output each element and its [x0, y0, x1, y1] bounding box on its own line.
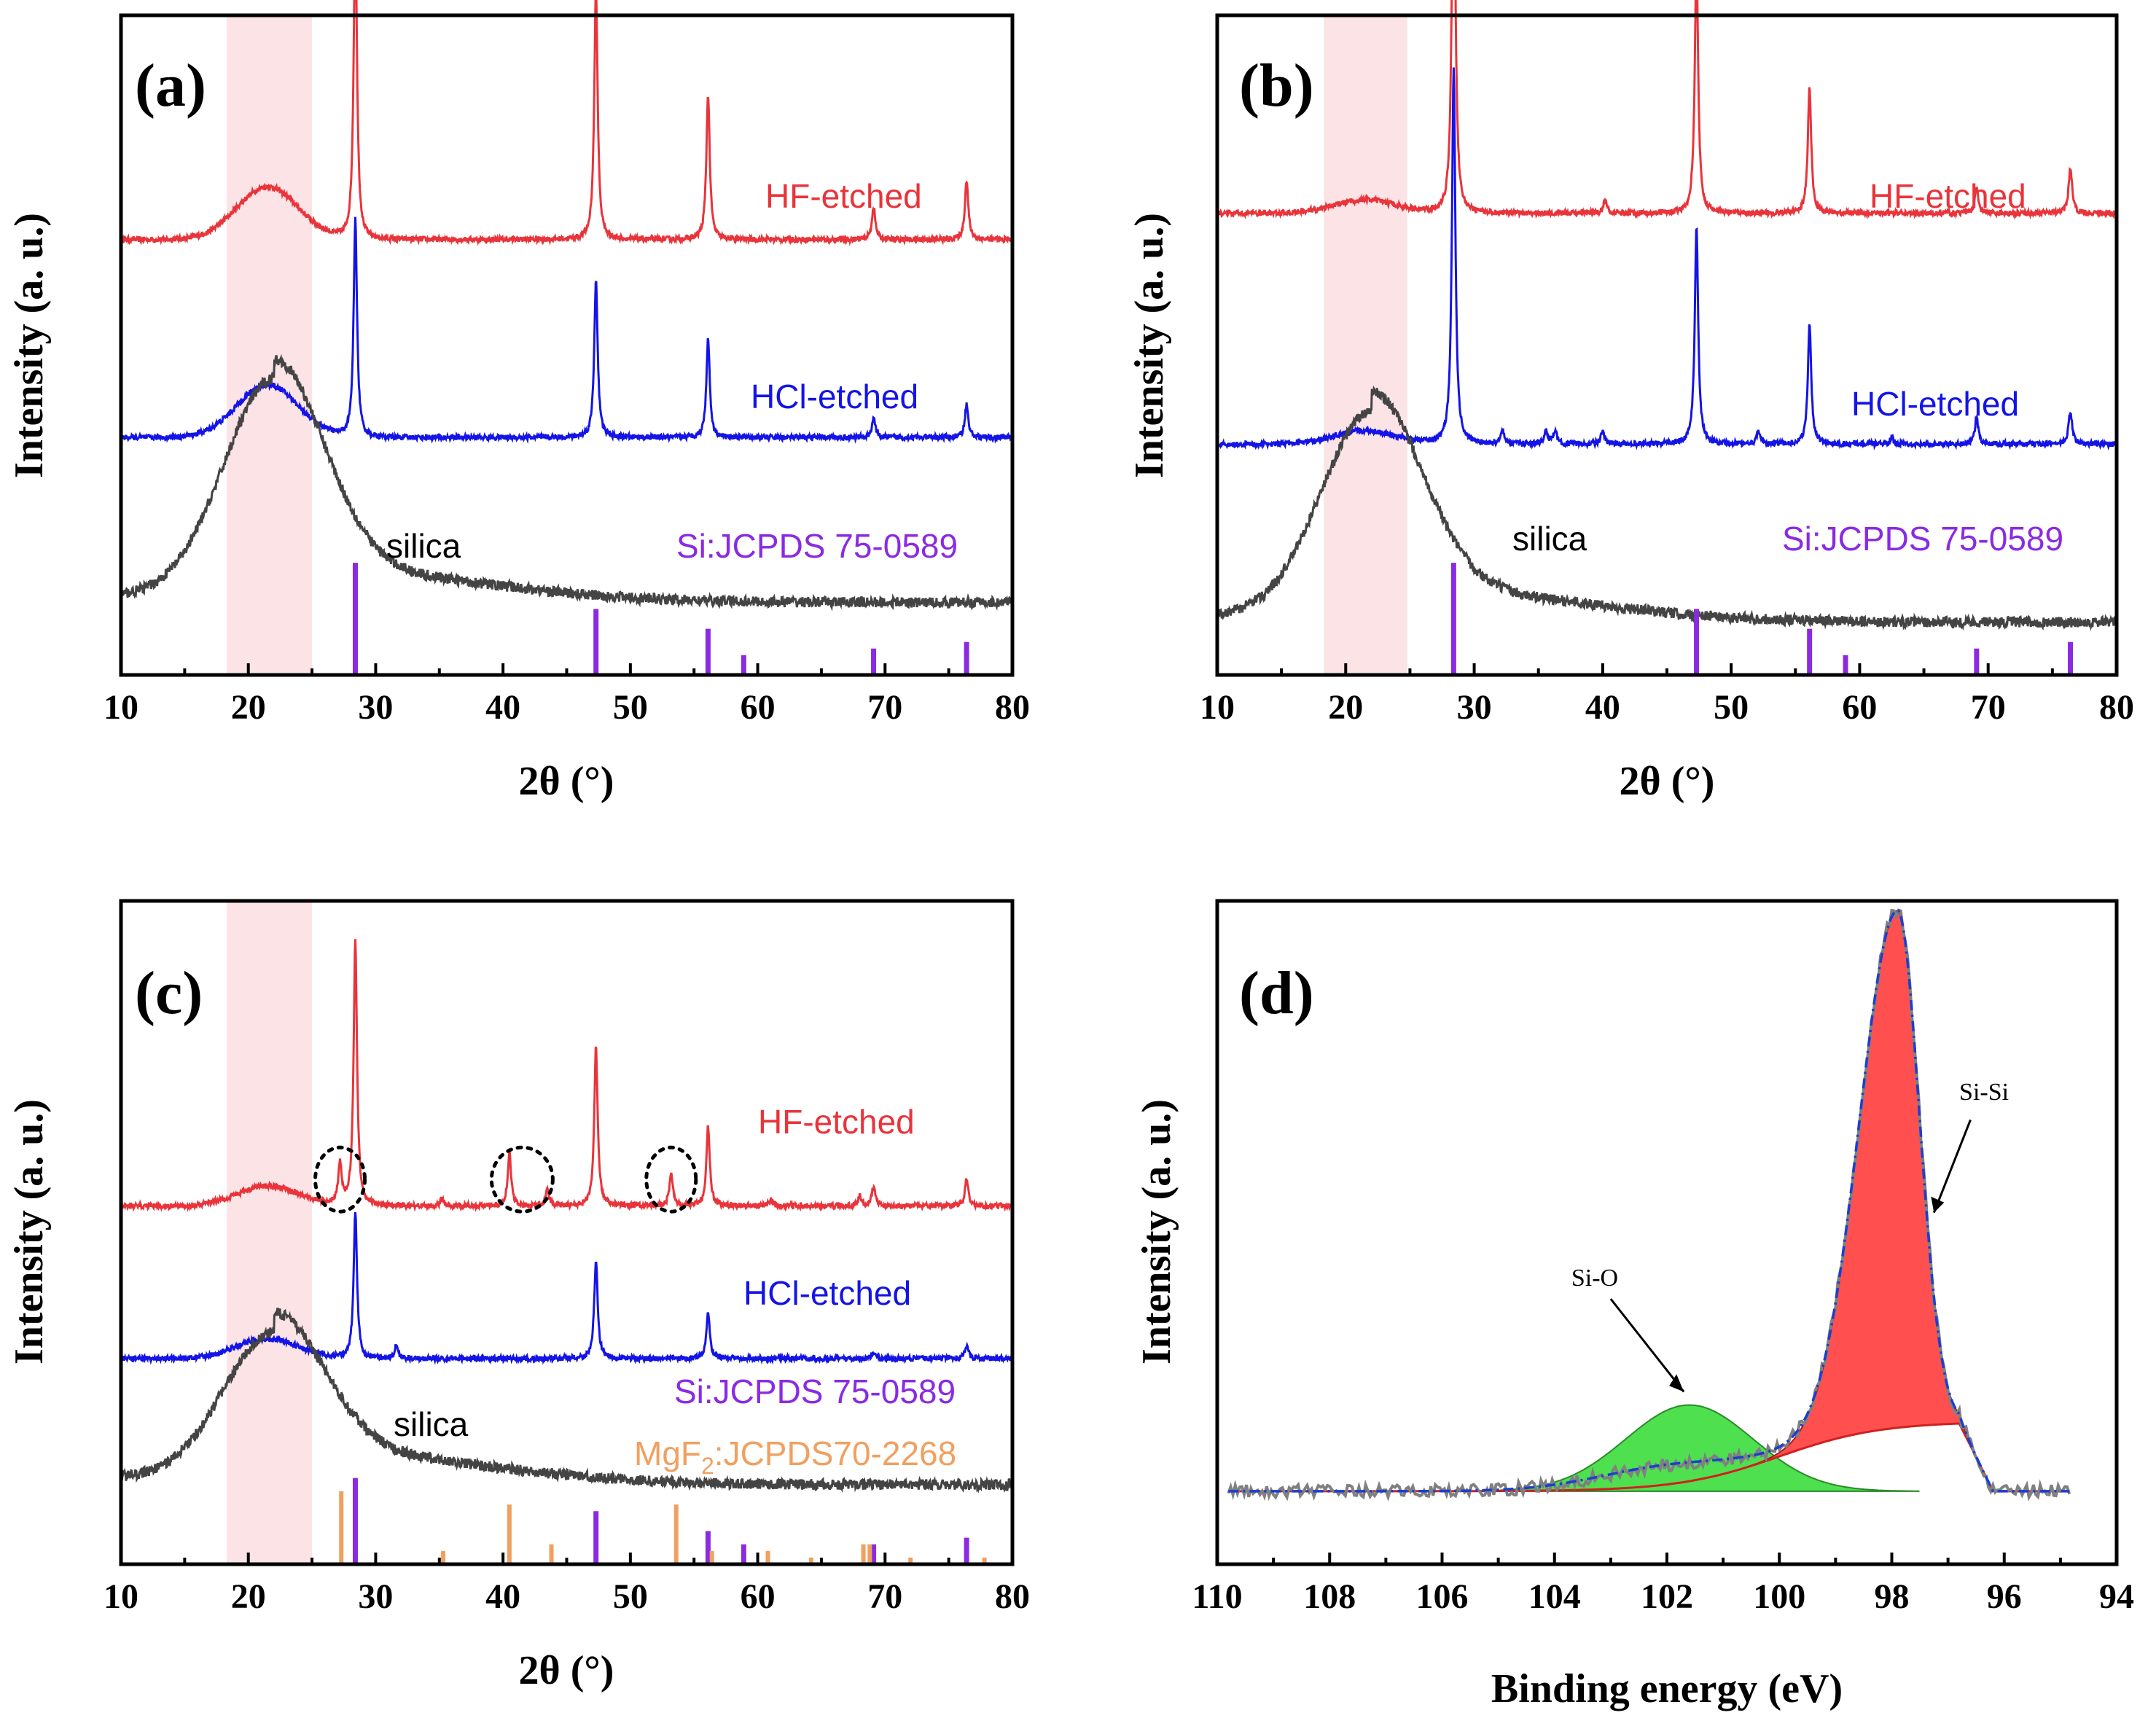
- panel-label: (b): [1239, 52, 1314, 120]
- y-axis-title: Intensity (a. u.): [7, 213, 52, 478]
- si-si-arrowhead: [1931, 1196, 1945, 1213]
- series-line-silica: [120, 1307, 1013, 1494]
- series-label: HCl-etched: [1851, 385, 2019, 423]
- si-si-arrow: [1932, 1119, 1972, 1214]
- x-tick-label: 40: [485, 1577, 520, 1616]
- series-line-HCl-etched: [1216, 67, 2117, 451]
- x-tick-label: 80: [995, 688, 1030, 727]
- mgf2-name: MgF: [634, 1434, 701, 1472]
- series-label: HF-etched: [758, 1103, 915, 1141]
- x-tick-label: 80: [2099, 688, 2134, 727]
- panel-d: 110 108 106 104 102 100 98 96 94 Binding energy (…: [1134, 899, 2134, 1711]
- panel-label: (c): [135, 959, 203, 1027]
- x-tick-label: 60: [1842, 688, 1877, 727]
- si-o-arrow: [1609, 1298, 1685, 1393]
- si-o-component: [1441, 1404, 1920, 1492]
- x-tick-label: 70: [867, 1577, 902, 1616]
- x-tick-label: 94: [2099, 1577, 2134, 1616]
- x-tick-label: 20: [231, 1577, 266, 1616]
- highlight-band: [227, 15, 313, 675]
- x-tick-label: 70: [1971, 688, 2006, 727]
- x-tick-label: 50: [1714, 688, 1749, 727]
- series-label: silica: [394, 1405, 469, 1443]
- x-axis-title: 2θ (°): [519, 1648, 614, 1693]
- x-tick-label: 30: [358, 688, 393, 727]
- x-tick-label: 70: [867, 688, 902, 727]
- series-line-HCl-etched: [120, 1211, 1013, 1365]
- x-tick-label: 30: [358, 1577, 393, 1616]
- mgf2-ref-label: MgF2:JCPDS70-2268: [634, 1434, 956, 1479]
- si-ref-label: Si:JCPDS 75-0589: [674, 1373, 956, 1410]
- series-label: HF-etched: [1870, 177, 2026, 215]
- highlight-band: [227, 901, 313, 1564]
- x-tick-label: 108: [1303, 1577, 1356, 1616]
- y-axis-title: Intensity (a. u.): [1127, 213, 1172, 478]
- series-line-HF-etched: [1216, 0, 2117, 220]
- panel-label: (d): [1239, 959, 1314, 1027]
- si-ref-label: Si:JCPDS 75-0589: [676, 527, 958, 565]
- si-si-component: [1610, 910, 1988, 1490]
- x-tick-label: 20: [231, 688, 266, 727]
- si-o-arrowhead: [1669, 1374, 1684, 1392]
- highlight-band: [1324, 15, 1407, 675]
- series-label: silica: [386, 527, 461, 565]
- x-tick-label: 110: [1192, 1577, 1242, 1616]
- x-tick-label: 10: [103, 688, 138, 727]
- x-tick-label: 96: [1987, 1577, 2022, 1616]
- x-tick-label: 102: [1641, 1577, 1693, 1616]
- series-label: HF-etched: [765, 177, 922, 215]
- plot-frame: [1215, 899, 2119, 1566]
- x-tick-label: 60: [741, 688, 776, 727]
- dotted-ellipse-annotation: [313, 1145, 367, 1214]
- x-tick-label: 50: [613, 688, 648, 727]
- y-axis-title: Intensity (a. u.): [7, 1099, 52, 1364]
- x-axis-title: 2θ (°): [519, 759, 614, 804]
- plot-frame: [119, 13, 1015, 677]
- dotted-ellipse-annotation: [644, 1145, 698, 1214]
- x-tick-label: 106: [1416, 1577, 1469, 1616]
- x-tick-label: 40: [1585, 688, 1620, 727]
- x-tick-label: 98: [1875, 1577, 1910, 1616]
- panel-label: (a): [135, 52, 206, 120]
- series-line-HCl-etched: [120, 216, 1013, 445]
- series-label: silica: [1512, 520, 1587, 558]
- x-axis-title: Binding energy (eV): [1491, 1666, 1843, 1711]
- series-label: HCl-etched: [743, 1274, 911, 1312]
- x-tick-label: 10: [103, 1577, 138, 1616]
- plot-frame: [1215, 13, 2119, 677]
- series-label: HCl-etched: [751, 378, 918, 415]
- x-axis-title: 2θ (°): [1620, 759, 1715, 804]
- x-tick-label: 40: [485, 688, 520, 727]
- mgf2-subscript: 2: [701, 1453, 714, 1479]
- mgf2-rest: :JCPDS70-2268: [714, 1434, 956, 1472]
- x-tick-label: 104: [1528, 1577, 1581, 1616]
- si-ref-label: Si:JCPDS 75-0589: [1782, 520, 2063, 558]
- y-axis-title: Intensity (a. u.): [1134, 1099, 1179, 1364]
- series-line-silica: [1216, 385, 2117, 631]
- plot-frame: [119, 899, 1015, 1566]
- x-tick-label: 80: [995, 1577, 1030, 1616]
- x-tick-label: 50: [613, 1577, 648, 1616]
- x-tick-label: 100: [1753, 1577, 1805, 1616]
- si-si-label: Si-Si: [1959, 1079, 2009, 1106]
- x-tick-label: 60: [741, 1577, 776, 1616]
- panel-a: 10 20 30 40 50 60 70 80 2θ (°) Intensity (a. u.) (…: [7, 0, 1030, 804]
- dotted-ellipse-annotation: [489, 1145, 555, 1214]
- x-tick-label: 30: [1457, 688, 1492, 727]
- raw-data-line: [1227, 908, 2071, 1502]
- x-tick-label: 20: [1328, 688, 1363, 727]
- si-o-label: Si-O: [1571, 1265, 1618, 1292]
- panel-c: 10 20 30 40 50 60 70 80 2θ (°) Intensity (a. u.) (…: [7, 899, 1030, 1693]
- series-line-silica: [120, 354, 1013, 612]
- panel-b: 10 20 30 40 50 60 70 80 2θ (°) Intensity (a. u.) (…: [1127, 0, 2134, 804]
- series-line-HF-etched: [120, 939, 1013, 1213]
- x-tick-label: 10: [1200, 688, 1235, 727]
- series-line-HF-etched: [120, 0, 1013, 246]
